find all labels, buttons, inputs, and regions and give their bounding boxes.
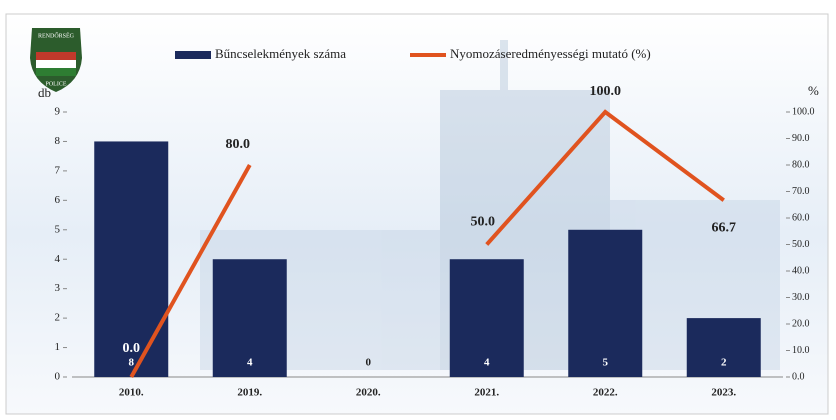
y-tick-label: 3 <box>55 282 61 294</box>
bar-value-label: 8 <box>129 357 135 369</box>
y-axis-title: db <box>38 85 51 100</box>
x-tick-label: 2021. <box>474 387 499 399</box>
y2-tick-label: 90.0 <box>792 133 810 144</box>
y2-tick-label: 40.0 <box>792 265 810 276</box>
y2-tick-label: 0.0 <box>792 371 805 382</box>
legend-label: Bűncselekmények száma <box>215 46 346 61</box>
y2-tick-label: 10.0 <box>792 345 810 356</box>
line-value-label: 66.7 <box>712 220 737 235</box>
y-tick-label: 1 <box>55 341 61 353</box>
y-tick-label: 7 <box>55 164 61 176</box>
logo-text: RENDŐRSÉG <box>38 31 75 39</box>
y-tick-label: 5 <box>55 223 61 235</box>
y-tick-label: 0 <box>55 371 61 383</box>
y2-tick-label: 80.0 <box>792 159 810 170</box>
bar-value-label: 4 <box>247 357 253 369</box>
bar-value-label: 5 <box>603 357 609 369</box>
bar <box>568 230 642 377</box>
y2-tick-label: 60.0 <box>792 212 810 223</box>
y2-axis-title: % <box>808 83 819 98</box>
x-tick-label: 2022. <box>593 387 618 399</box>
x-tick-label: 2010. <box>119 387 144 399</box>
legend-label: Nyomozáseredményességi mutató (%) <box>450 46 651 61</box>
y2-tick-label: 20.0 <box>792 318 810 329</box>
line-value-label: 50.0 <box>471 215 496 230</box>
y2-tick-label: 50.0 <box>792 239 810 250</box>
chart: RENDŐRSÉG POLICE db % 01234567890.010.02… <box>0 0 836 420</box>
line-value-label: 0.0 <box>123 341 141 356</box>
x-tick-label: 2019. <box>237 387 262 399</box>
line-value-label: 80.0 <box>226 137 251 152</box>
y2-tick-label: 100.0 <box>792 106 815 117</box>
x-tick-label: 2023. <box>711 387 736 399</box>
y-tick-label: 8 <box>55 135 61 147</box>
line-value-label: 100.0 <box>590 84 622 99</box>
x-tick-label: 2020. <box>356 387 381 399</box>
y-tick-label: 6 <box>55 194 61 206</box>
bar-value-label: 0 <box>366 357 372 369</box>
y-tick-label: 9 <box>55 106 61 118</box>
legend-swatch <box>175 51 211 59</box>
y-tick-label: 4 <box>55 253 61 265</box>
y2-tick-label: 70.0 <box>792 186 810 197</box>
y2-tick-label: 30.0 <box>792 292 810 303</box>
y-tick-label: 2 <box>55 312 61 324</box>
bar-value-label: 2 <box>721 357 727 369</box>
bar-value-label: 4 <box>484 357 490 369</box>
